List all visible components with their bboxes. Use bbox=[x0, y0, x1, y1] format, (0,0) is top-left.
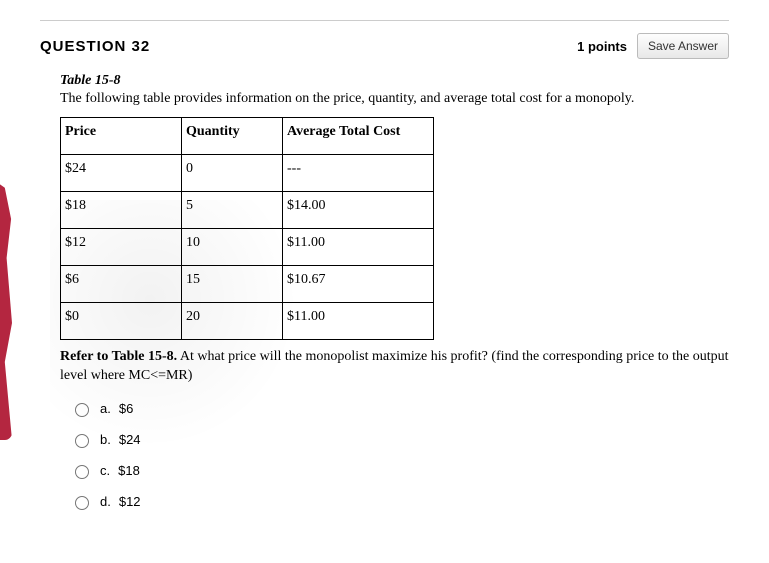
cell-atc: $11.00 bbox=[283, 229, 434, 266]
intro-text: The following table provides information… bbox=[60, 91, 729, 107]
col-header-price: Price bbox=[61, 118, 182, 155]
choice-text: $18 bbox=[118, 463, 140, 478]
cell-qty: 10 bbox=[182, 229, 283, 266]
choice-b[interactable]: b. $24 bbox=[70, 431, 729, 448]
choice-a[interactable]: a. $6 bbox=[70, 400, 729, 417]
cell-atc: $14.00 bbox=[283, 192, 434, 229]
cell-price: $24 bbox=[61, 155, 182, 192]
choice-text: $6 bbox=[119, 401, 133, 416]
choice-letter: b. bbox=[100, 432, 111, 447]
table-row: $6 15 $10.67 bbox=[61, 266, 434, 303]
table-row: $0 20 $11.00 bbox=[61, 303, 434, 340]
table-row: $12 10 $11.00 bbox=[61, 229, 434, 266]
radio-d[interactable] bbox=[75, 496, 89, 510]
cell-qty: 15 bbox=[182, 266, 283, 303]
cell-qty: 0 bbox=[182, 155, 283, 192]
cell-price: $12 bbox=[61, 229, 182, 266]
refer-text: Refer to Table 15-8. At what price will … bbox=[60, 348, 729, 386]
table-row: $24 0 --- bbox=[61, 155, 434, 192]
col-header-atc: Average Total Cost bbox=[283, 118, 434, 155]
choice-text: $12 bbox=[119, 494, 141, 509]
cell-price: $18 bbox=[61, 192, 182, 229]
question-header: QUESTION 32 1 points Save Answer bbox=[40, 33, 729, 59]
table-row: $18 5 $14.00 bbox=[61, 192, 434, 229]
choices-list: a. $6 b. $24 c. $18 d. $12 bbox=[60, 400, 729, 510]
choice-d[interactable]: d. $12 bbox=[70, 493, 729, 510]
radio-b[interactable] bbox=[75, 434, 89, 448]
divider bbox=[40, 20, 729, 21]
choice-c[interactable]: c. $18 bbox=[70, 462, 729, 479]
decorative-silhouette bbox=[0, 180, 12, 440]
cell-price: $0 bbox=[61, 303, 182, 340]
cell-atc: $11.00 bbox=[283, 303, 434, 340]
question-meta: 1 points Save Answer bbox=[577, 33, 729, 59]
cell-qty: 5 bbox=[182, 192, 283, 229]
data-table: Price Quantity Average Total Cost $24 0 … bbox=[60, 117, 434, 340]
table-header-row: Price Quantity Average Total Cost bbox=[61, 118, 434, 155]
question-page: QUESTION 32 1 points Save Answer Table 1… bbox=[0, 0, 769, 563]
refer-bold: Refer to Table 15-8. bbox=[60, 349, 177, 364]
col-header-quantity: Quantity bbox=[182, 118, 283, 155]
cell-qty: 20 bbox=[182, 303, 283, 340]
table-label: Table 15-8 bbox=[60, 73, 729, 89]
choice-text: $24 bbox=[119, 432, 141, 447]
radio-c[interactable] bbox=[75, 465, 89, 479]
choice-letter: c. bbox=[100, 463, 110, 478]
points-label: 1 points bbox=[577, 39, 627, 54]
choice-letter: d. bbox=[100, 494, 111, 509]
question-number: QUESTION 32 bbox=[40, 38, 150, 55]
choice-letter: a. bbox=[100, 401, 111, 416]
radio-a[interactable] bbox=[75, 403, 89, 417]
cell-atc: --- bbox=[283, 155, 434, 192]
save-answer-button[interactable]: Save Answer bbox=[637, 33, 729, 59]
cell-price: $6 bbox=[61, 266, 182, 303]
question-body: Table 15-8 The following table provides … bbox=[40, 73, 729, 510]
cell-atc: $10.67 bbox=[283, 266, 434, 303]
